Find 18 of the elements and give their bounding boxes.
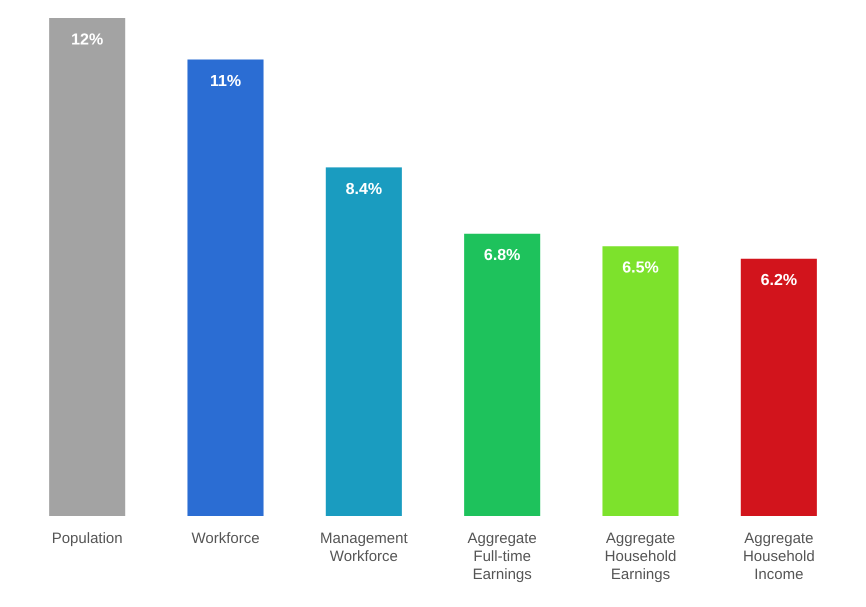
bar — [464, 234, 540, 516]
x-tick-label: Aggregate Household Earnings — [604, 530, 676, 584]
x-tick-label: Aggregate Full-time Earnings — [468, 530, 537, 584]
data-label: 11% — [210, 72, 242, 90]
bar — [326, 167, 402, 516]
bar — [49, 18, 126, 516]
data-label: 6.8% — [484, 247, 520, 264]
data-label: 6.2% — [760, 272, 798, 290]
data-label: 12% — [71, 31, 104, 48]
x-tick-label: Workforce — [191, 530, 260, 548]
bar — [740, 258, 817, 516]
bar — [187, 60, 264, 516]
bar — [602, 246, 679, 516]
x-tick-label: Aggregate Household Income — [742, 530, 815, 584]
data-label: 8.4% — [346, 180, 382, 198]
x-tick-label: Management Workforce — [320, 530, 408, 566]
x-tick-label: Population — [52, 530, 123, 548]
data-label: 6.5% — [622, 260, 659, 277]
